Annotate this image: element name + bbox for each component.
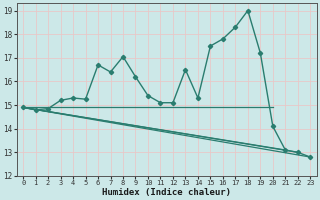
X-axis label: Humidex (Indice chaleur): Humidex (Indice chaleur) bbox=[102, 188, 231, 197]
